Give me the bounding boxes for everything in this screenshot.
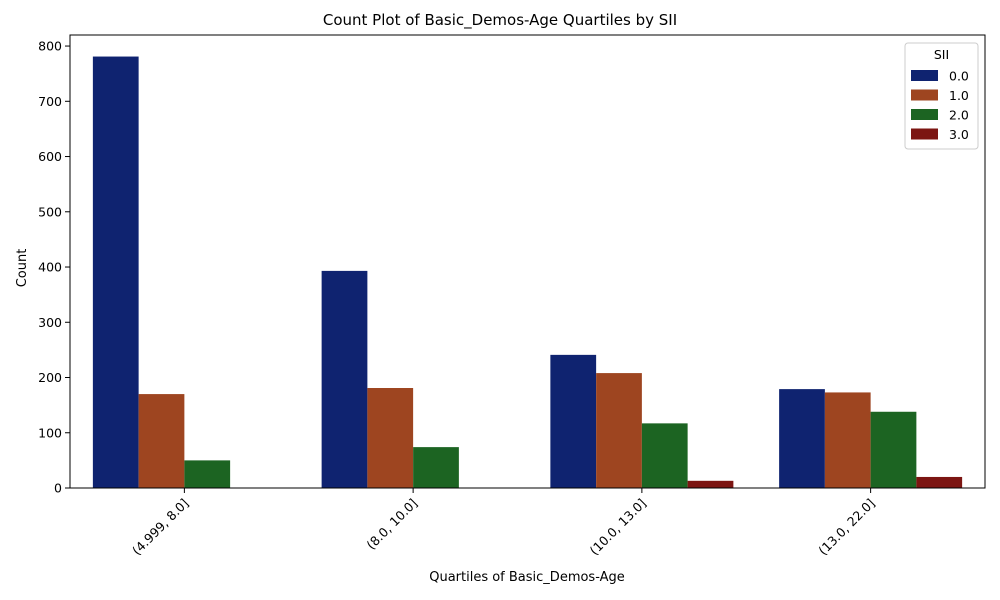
- x-axis: (4.999, 8.0] (8.0, 10.0] (10.0, 13.0] (13.0…: [129, 488, 878, 558]
- x-axis-label: Quartiles of Basic_Demos-Age: [429, 570, 625, 585]
- legend-label: 2.0: [949, 108, 969, 123]
- bar-1-sii-2-0: [184, 460, 231, 488]
- bar-2-sii-1-0: [367, 388, 414, 488]
- legend-box: [904, 42, 979, 150]
- legend-swatch: [911, 128, 938, 140]
- y-axis-label: Count: [15, 249, 30, 288]
- bar-3-sii-0-0: [550, 354, 597, 488]
- y-tick-label: 500: [38, 204, 62, 219]
- plot-frame: [69, 34, 986, 489]
- bar-4-sii-1-0: [824, 392, 871, 488]
- y-tick-label: 0: [54, 481, 62, 496]
- legend-title: SII: [934, 47, 949, 62]
- y-tick-label: 700: [38, 94, 62, 109]
- legend-label: 1.0: [949, 88, 969, 103]
- y-tick-label: 800: [38, 39, 62, 54]
- legend-swatch: [911, 89, 938, 101]
- bar-1-sii-0-0: [92, 56, 139, 489]
- x-tick-label: (8.0, 10.0]: [363, 496, 420, 553]
- bar-4-sii-0-0: [779, 389, 825, 488]
- legend-swatch: [911, 70, 938, 81]
- bar-3-sii-1-0: [596, 373, 642, 488]
- bar-2-sii-2-0: [413, 447, 459, 488]
- bar-4-sii-2-0: [870, 411, 917, 488]
- legend: SII 0.0 1.0 2.0 3.0: [904, 42, 979, 150]
- bar-3-sii-2-0: [641, 423, 688, 488]
- legend-swatch: [911, 109, 938, 120]
- legend-label: 0.0: [949, 69, 969, 84]
- bars-group: [92, 56, 963, 489]
- y-tick-label: 200: [38, 370, 62, 385]
- x-tick-label: (10.0, 13.0]: [587, 496, 649, 558]
- bar-3-sii-3-0: [687, 480, 734, 488]
- y-tick-label: 400: [38, 260, 62, 275]
- x-tick-label: (4.999, 8.0]: [129, 496, 191, 558]
- chart-title: Count Plot of Basic_Demos-Age Quartiles …: [323, 11, 677, 30]
- y-tick-label: 600: [38, 149, 62, 164]
- x-tick-label: (13.0, 22.0]: [815, 496, 877, 558]
- bar-1-sii-1-0: [138, 394, 185, 488]
- y-tick-label: 300: [38, 315, 62, 330]
- legend-label: 3.0: [949, 127, 969, 142]
- bar-4-sii-3-0: [916, 476, 963, 488]
- y-tick-label: 100: [38, 425, 62, 440]
- bar-2-sii-0-0: [321, 270, 368, 488]
- y-axis: 0 100 200 300 400 500 600 700 800: [38, 39, 70, 496]
